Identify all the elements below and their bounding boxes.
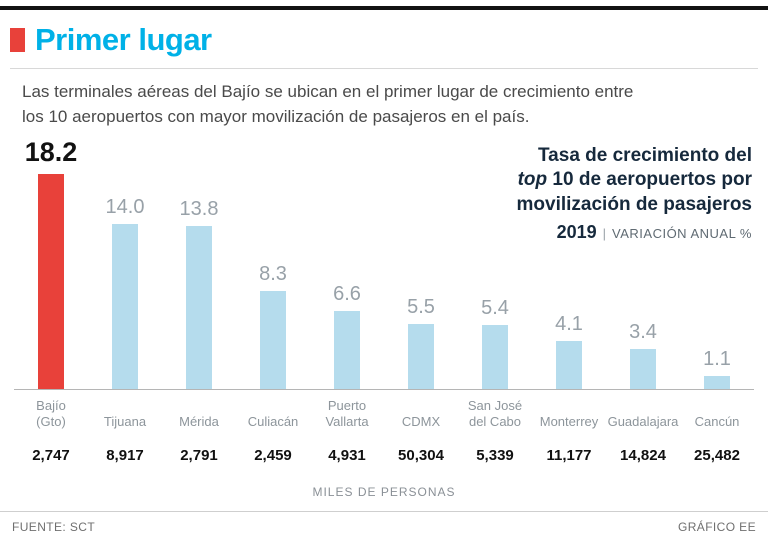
annotation-line-1: Tasa de crecimiento del bbox=[537, 145, 752, 166]
annotation-year-row: 2019 | VARIACIÓN ANUAL % bbox=[517, 222, 752, 243]
category-label: Cancún bbox=[694, 414, 740, 430]
bar-value-label: 14.0 bbox=[105, 196, 145, 218]
annotation-separator: | bbox=[602, 225, 607, 241]
bar-column: 4.1 bbox=[532, 313, 606, 389]
bar-column: 3.4 bbox=[606, 321, 680, 389]
description-line-1: Las terminales aéreas del Bajío se ubica… bbox=[22, 82, 634, 101]
bar-value-label: 5.4 bbox=[481, 297, 509, 319]
page-title: Primer lugar bbox=[35, 22, 212, 57]
category-label: Guadalajara bbox=[607, 414, 679, 430]
passenger-count-label: 5,339 bbox=[476, 446, 514, 464]
top-rule bbox=[0, 6, 768, 10]
category-label: Monterrey bbox=[539, 414, 599, 430]
annotation-top-italic: top bbox=[517, 169, 548, 191]
bar bbox=[186, 226, 212, 389]
description-line-2: los 10 aeropuertos con mayor movilizació… bbox=[22, 106, 530, 126]
bar-column: 14.0 bbox=[88, 196, 162, 389]
category-label: Mérida bbox=[179, 414, 219, 430]
annotation-line-2: top 10 de aeropuertos por bbox=[517, 168, 752, 192]
credit-label: GRÁFICO EE bbox=[677, 520, 756, 534]
passenger-count-label: 2,747 bbox=[32, 446, 70, 464]
bars-row: 18.2 14.0 13.8 8.3 6.6 5.5 5.4 4.1 3.4 1.1 bbox=[14, 137, 754, 390]
bar-chart: 18.2 14.0 13.8 8.3 6.6 5.5 5.4 4.1 3.4 1.1 Bajío … bbox=[14, 137, 754, 464]
title-row: Primer lugar bbox=[10, 22, 212, 58]
bar-column: 5.5 bbox=[384, 296, 458, 389]
bar-value-label: 18.2 bbox=[24, 137, 78, 167]
bar-column: 13.8 bbox=[162, 198, 236, 389]
passenger-count-label: 50,304 bbox=[398, 446, 444, 464]
x-axis-unit-label: MILES DE PERSONAS bbox=[312, 485, 456, 499]
passenger-numbers-row: 2,747 8,917 2,791 2,459 4,931 50,304 5,339 11,1… bbox=[14, 447, 754, 464]
bar bbox=[482, 325, 508, 389]
title-divider bbox=[10, 68, 758, 69]
bar bbox=[408, 324, 434, 389]
bar-value-label: 4.1 bbox=[555, 313, 583, 335]
passenger-count-label: 2,791 bbox=[180, 446, 218, 464]
chart-description: Las terminales aéreas del Bajío se ubica… bbox=[22, 80, 750, 129]
bar bbox=[112, 224, 138, 389]
bar bbox=[556, 341, 582, 389]
bar bbox=[334, 311, 360, 389]
category-label: Puerto Vallarta bbox=[325, 398, 369, 430]
footer: FUENTE: SCT GRÁFICO EE bbox=[12, 520, 756, 534]
passenger-count-label: 25,482 bbox=[694, 446, 740, 464]
category-label: CDMX bbox=[401, 414, 441, 430]
bar-value-label: 8.3 bbox=[259, 263, 287, 285]
passenger-count-label: 2,459 bbox=[254, 446, 292, 464]
annotation-line-3: movilización de pasajeros bbox=[516, 193, 752, 215]
bar bbox=[630, 349, 656, 389]
chart-title-annotation: Tasa de crecimiento del top 10 de aeropu… bbox=[517, 144, 752, 243]
passenger-count-label: 8,917 bbox=[106, 446, 144, 464]
passenger-count-label: 11,177 bbox=[546, 446, 592, 464]
category-label: San José del Cabo bbox=[467, 398, 523, 430]
title-accent-square bbox=[10, 28, 25, 52]
source-label: FUENTE: SCT bbox=[12, 520, 96, 534]
bar bbox=[260, 291, 286, 389]
bar-column: 18.2 bbox=[14, 137, 88, 389]
bar-highlighted bbox=[38, 174, 64, 389]
bar-column: 8.3 bbox=[236, 263, 310, 389]
bar-column: 1.1 bbox=[680, 348, 754, 389]
bar-value-label: 3.4 bbox=[629, 321, 657, 343]
annotation-line-2-rest: 10 de aeropuertos por bbox=[547, 169, 752, 191]
bar-value-label: 13.8 bbox=[179, 198, 219, 220]
annotation-year: 2019 bbox=[556, 221, 597, 242]
category-label: Tijuana bbox=[103, 414, 147, 430]
footer-divider bbox=[0, 511, 768, 512]
bar-value-label: 1.1 bbox=[703, 348, 731, 370]
category-label: Culiacán bbox=[247, 414, 299, 430]
categories-row: Bajío (Gto) Tijuana Mérida Culiacán Puerto V… bbox=[14, 398, 754, 431]
category-label: Bajío (Gto) bbox=[36, 398, 66, 430]
bar bbox=[704, 376, 730, 389]
passenger-count-label: 4,931 bbox=[328, 446, 366, 464]
bar-value-label: 6.6 bbox=[333, 283, 361, 305]
annotation-unit: VARIACIÓN ANUAL % bbox=[612, 225, 752, 241]
passenger-count-label: 14,824 bbox=[620, 446, 666, 464]
bar-value-label: 5.5 bbox=[407, 296, 435, 318]
bar-column: 6.6 bbox=[310, 283, 384, 389]
bar-column: 5.4 bbox=[458, 297, 532, 389]
